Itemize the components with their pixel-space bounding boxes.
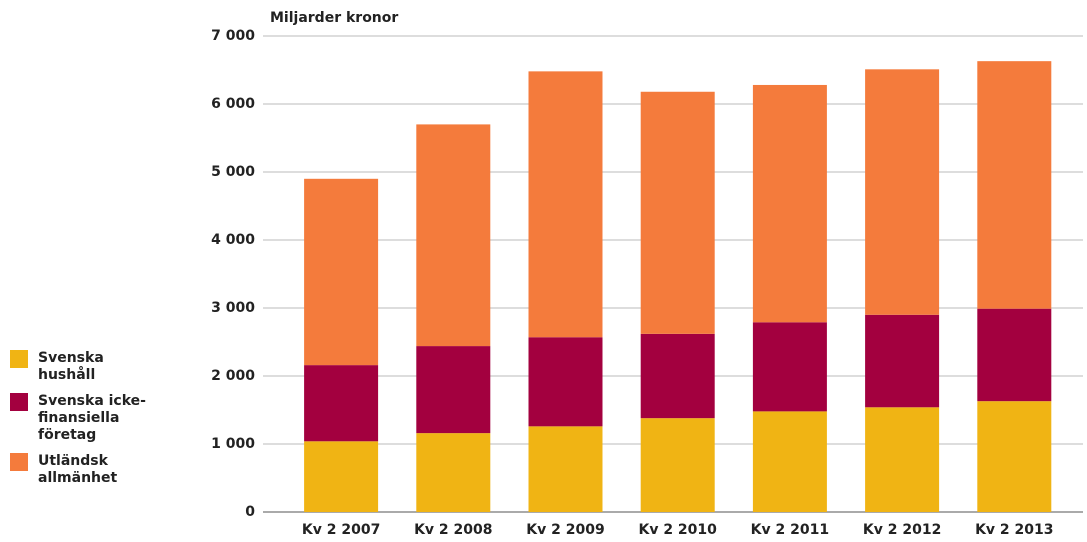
legend-item: Utländsk allmänhet bbox=[10, 453, 170, 487]
x-tick-label: Kv 2 2013 bbox=[975, 522, 1053, 538]
bar-segment bbox=[752, 411, 827, 512]
legend-swatch bbox=[10, 453, 28, 471]
bar-segment bbox=[528, 337, 603, 427]
x-tick-label: Kv 2 2007 bbox=[302, 522, 380, 538]
y-tick-label: 3 000 bbox=[211, 300, 255, 316]
y-tick-label: 2 000 bbox=[211, 368, 255, 384]
legend-item: Svenska hushåll bbox=[10, 350, 170, 384]
bar-segment bbox=[977, 308, 1052, 402]
y-tick-label: 1 000 bbox=[211, 436, 255, 452]
legend-label: Utländsk allmänhet bbox=[38, 453, 118, 486]
y-tick-label: 4 000 bbox=[211, 232, 255, 248]
x-tick-label: Kv 2 2010 bbox=[638, 522, 717, 538]
bar-segment bbox=[752, 84, 827, 323]
legend-item: Svenska icke-finansiella företag bbox=[10, 393, 170, 444]
legend-swatch bbox=[10, 350, 28, 368]
bar-segment bbox=[528, 71, 603, 338]
bar-segment bbox=[977, 61, 1052, 309]
bar-segment bbox=[304, 365, 379, 442]
bar-segment bbox=[416, 124, 491, 347]
bar-segment bbox=[304, 441, 379, 512]
bar-segment bbox=[640, 418, 715, 512]
y-tick-label: 5 000 bbox=[211, 164, 255, 180]
bar-segment bbox=[640, 333, 715, 419]
bar-segment bbox=[640, 91, 715, 334]
y-tick-label: 0 bbox=[245, 504, 255, 520]
bar-segment bbox=[977, 401, 1052, 512]
legend-label: Svenska icke-finansiella företag bbox=[38, 393, 146, 443]
x-tick-label: Kv 2 2009 bbox=[526, 522, 604, 538]
bar-segment bbox=[865, 407, 940, 512]
bar-segment bbox=[865, 314, 940, 408]
bar-segment bbox=[865, 69, 940, 315]
legend-label: Svenska hushåll bbox=[38, 350, 104, 383]
legend-swatch bbox=[10, 393, 28, 411]
bar-segment bbox=[304, 178, 379, 366]
y-tick-label: 7 000 bbox=[211, 28, 255, 44]
y-axis-label: Miljarder kronor bbox=[270, 10, 398, 26]
y-tick-label: 6 000 bbox=[211, 96, 255, 112]
x-tick-label: Kv 2 2008 bbox=[414, 522, 492, 538]
legend: Svenska hushåll Svenska icke-finansiella … bbox=[10, 350, 170, 496]
bar-segment bbox=[416, 433, 491, 512]
bar-segment bbox=[752, 322, 827, 412]
bar-segment bbox=[528, 426, 603, 512]
x-tick-label: Kv 2 2011 bbox=[751, 522, 829, 538]
x-tick-label: Kv 2 2012 bbox=[863, 522, 941, 538]
bar-segment bbox=[416, 346, 491, 434]
